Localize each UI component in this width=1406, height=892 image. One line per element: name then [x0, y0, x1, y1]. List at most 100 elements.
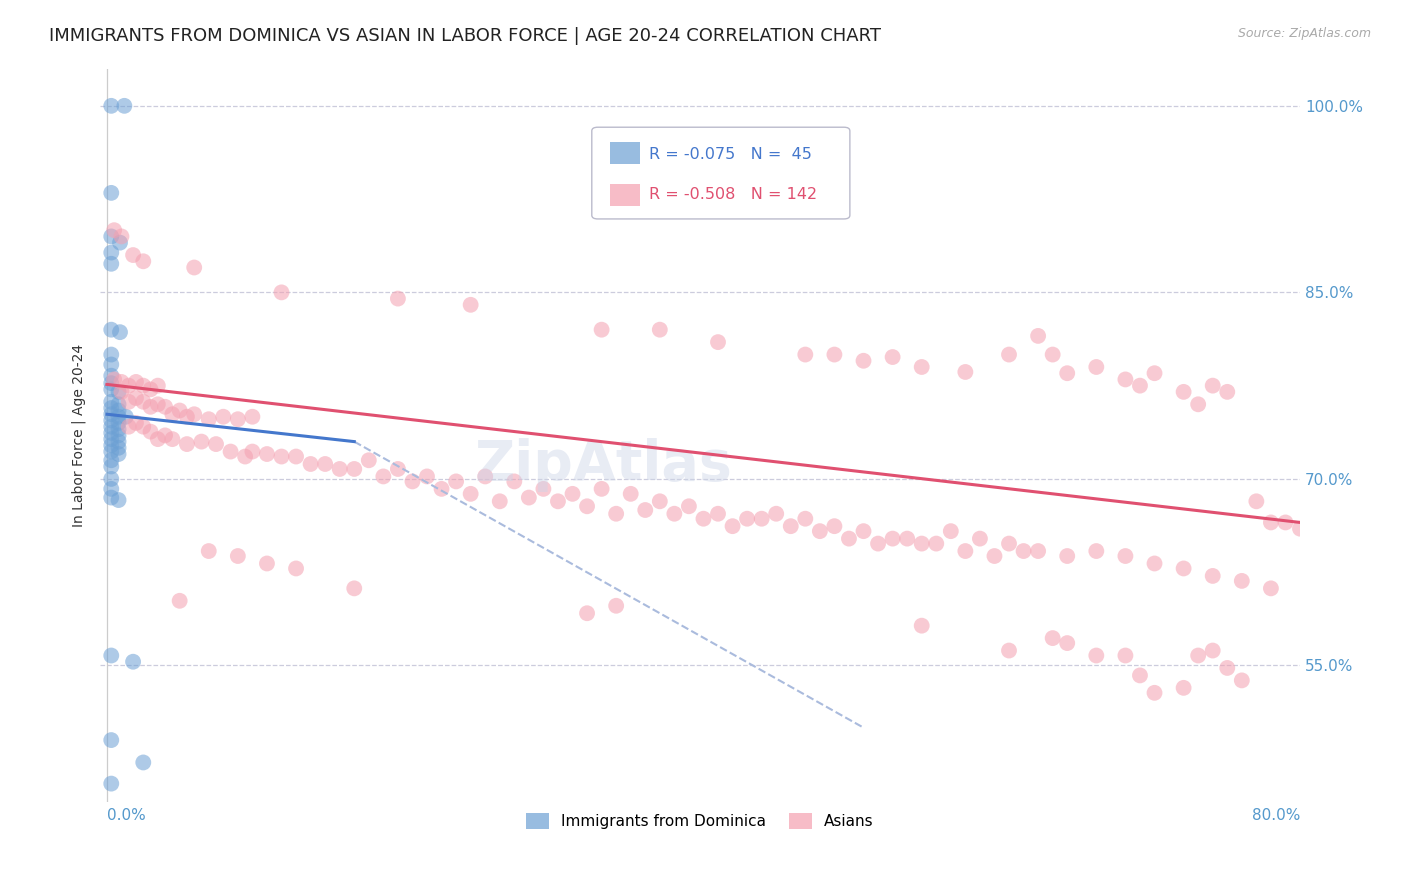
Point	[969, 532, 991, 546]
Point	[1274, 516, 1296, 530]
Point	[125, 375, 148, 389]
Point	[197, 412, 219, 426]
Point	[100, 186, 122, 200]
Point	[1173, 561, 1195, 575]
Point	[911, 359, 934, 374]
Point	[460, 298, 482, 312]
Point	[1042, 347, 1064, 361]
Point	[1143, 366, 1166, 380]
Point	[183, 407, 205, 421]
Point	[100, 444, 122, 458]
Point	[139, 400, 162, 414]
Point	[256, 557, 278, 571]
Point	[314, 457, 336, 471]
Y-axis label: In Labor Force | Age 20-24: In Labor Force | Age 20-24	[72, 343, 86, 527]
Point	[678, 500, 700, 514]
Point	[146, 378, 169, 392]
Point	[132, 419, 155, 434]
Point	[896, 532, 918, 546]
Point	[765, 507, 787, 521]
Point	[1056, 636, 1078, 650]
Point	[100, 407, 122, 421]
Point	[107, 384, 129, 399]
Point	[100, 472, 122, 486]
Point	[1056, 366, 1078, 380]
Point	[1026, 329, 1049, 343]
Point	[401, 475, 423, 489]
Legend: Immigrants from Dominica, Asians: Immigrants from Dominica, Asians	[520, 806, 880, 835]
Point	[852, 524, 875, 538]
Point	[176, 437, 198, 451]
Point	[100, 413, 122, 427]
Point	[882, 532, 904, 546]
Point	[1012, 544, 1035, 558]
Point	[416, 469, 439, 483]
Point	[100, 438, 122, 452]
Point	[146, 397, 169, 411]
Point	[460, 487, 482, 501]
Point	[100, 358, 122, 372]
FancyBboxPatch shape	[592, 128, 849, 219]
Point	[107, 422, 129, 436]
Point	[1216, 661, 1239, 675]
Point	[197, 544, 219, 558]
Point	[107, 409, 129, 424]
Point	[153, 428, 176, 442]
Point	[132, 254, 155, 268]
Point	[1230, 574, 1253, 588]
Point	[357, 453, 380, 467]
Text: ZipAtlas: ZipAtlas	[475, 438, 733, 491]
Point	[561, 487, 583, 501]
Point	[1056, 549, 1078, 563]
Point	[107, 441, 129, 455]
Point	[648, 494, 671, 508]
Point	[576, 606, 599, 620]
Point	[591, 323, 613, 337]
Point	[114, 409, 136, 424]
Point	[132, 394, 155, 409]
Point	[162, 407, 184, 421]
Point	[169, 594, 191, 608]
Point	[1114, 648, 1136, 663]
Text: IMMIGRANTS FROM DOMINICA VS ASIAN IN LABOR FORCE | AGE 20-24 CORRELATION CHART: IMMIGRANTS FROM DOMINICA VS ASIAN IN LAB…	[49, 27, 882, 45]
Point	[852, 353, 875, 368]
Point	[779, 519, 801, 533]
Text: R = -0.508   N = 142: R = -0.508 N = 142	[650, 187, 817, 202]
Point	[110, 375, 132, 389]
Point	[226, 549, 249, 563]
Point	[387, 462, 409, 476]
Point	[998, 643, 1021, 657]
Point	[100, 491, 122, 505]
Point	[162, 432, 184, 446]
Point	[823, 347, 845, 361]
Point	[430, 482, 453, 496]
Point	[122, 248, 145, 262]
Point	[1026, 544, 1049, 558]
Point	[100, 425, 122, 440]
Point	[329, 462, 352, 476]
Point	[939, 524, 962, 538]
Point	[100, 482, 122, 496]
Point	[1260, 516, 1282, 530]
Point	[1230, 673, 1253, 688]
Point	[153, 400, 176, 414]
Point	[100, 453, 122, 467]
Point	[100, 368, 122, 383]
Point	[373, 469, 395, 483]
Point	[107, 416, 129, 430]
Point	[100, 323, 122, 337]
Point	[444, 475, 467, 489]
Point	[808, 524, 831, 538]
Point	[108, 325, 131, 339]
Point	[242, 409, 264, 424]
Point	[868, 536, 890, 550]
Point	[100, 432, 122, 446]
Bar	[610, 184, 640, 206]
Point	[100, 245, 122, 260]
Point	[256, 447, 278, 461]
Point	[911, 618, 934, 632]
Point	[1173, 681, 1195, 695]
Point	[122, 655, 145, 669]
Point	[1085, 648, 1108, 663]
Point	[1114, 549, 1136, 563]
